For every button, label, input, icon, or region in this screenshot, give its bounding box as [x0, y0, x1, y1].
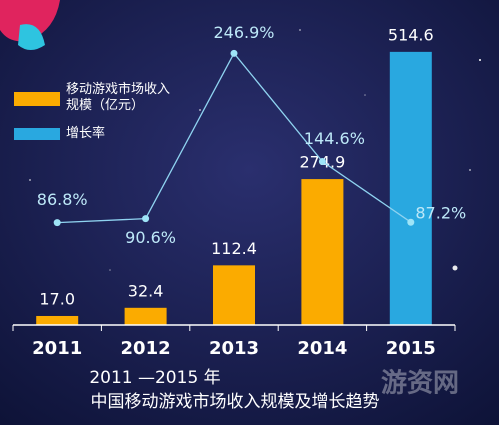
growth-value-label: 246.9% [213, 23, 274, 42]
growth-value-label: 90.6% [125, 228, 176, 247]
growth-value-label: 144.6% [304, 129, 365, 148]
bar [389, 51, 432, 326]
legend-swatch [14, 128, 60, 140]
bar [124, 307, 167, 325]
stars [29, 29, 481, 271]
growth-point [53, 219, 61, 227]
growth-point [407, 218, 415, 226]
chart-title: 2011 —2015 年 [89, 368, 220, 388]
x-tick-label: 2014 [297, 338, 347, 359]
legend-swatch [14, 92, 60, 106]
legend-label: 移动游戏市场收入规模（亿元） [66, 82, 171, 113]
legend-label: 增长率 [66, 126, 106, 141]
watermark: 游资网 [381, 369, 459, 399]
x-tick-label: 2011 [32, 338, 82, 359]
bar [301, 179, 344, 325]
bar-value-label: 17.0 [39, 289, 75, 308]
growth-point [318, 158, 326, 166]
growth-value-label: 86.8% [37, 190, 88, 209]
bar [36, 315, 79, 325]
chart-subtitle: 中国移动游戏市场收入规模及增长趋势 [91, 392, 380, 412]
bar-value-label: 32.4 [128, 281, 164, 300]
decoration [18, 24, 45, 50]
x-tick-label: 2015 [386, 338, 436, 359]
decoration [0, 0, 60, 42]
bar-value-label: 514.6 [388, 25, 434, 44]
bar [213, 265, 255, 325]
growth-value-label: 87.2% [415, 204, 466, 223]
growth-point [142, 215, 150, 223]
x-tick-label: 2012 [121, 338, 171, 359]
bar-value-label: 112.4 [211, 239, 257, 258]
growth-point [230, 49, 238, 57]
x-tick-label: 2013 [209, 338, 259, 359]
